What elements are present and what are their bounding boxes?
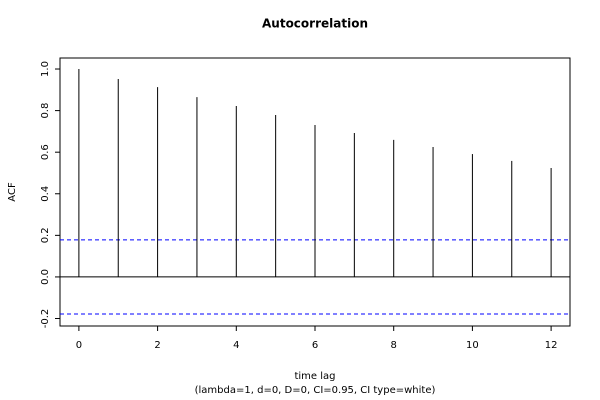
y-tick-label: -0.2 xyxy=(40,309,51,329)
y-tick-label: 1.0 xyxy=(40,61,51,77)
x-tick-label: 8 xyxy=(391,340,397,351)
chart-title: Autocorrelation xyxy=(262,17,368,31)
x-tick-label: 6 xyxy=(312,340,318,351)
x-tick-label: 10 xyxy=(466,340,479,351)
y-tick-label: 0.2 xyxy=(40,227,51,243)
y-tick-label: 0.6 xyxy=(40,144,51,160)
x-tick-label: 0 xyxy=(76,340,82,351)
y-axis-label: ACF xyxy=(7,182,18,202)
y-tick-label: 0.0 xyxy=(40,269,51,285)
x-tick-label: 4 xyxy=(233,340,239,351)
subtitle: (lambda=1, d=0, D=0, CI=0.95, CI type=wh… xyxy=(195,385,436,396)
x-tick-label: 2 xyxy=(154,340,160,351)
y-tick-label: 0.8 xyxy=(40,103,51,119)
x-tick-label: 12 xyxy=(545,340,558,351)
x-axis-label: time lag xyxy=(294,371,335,382)
y-tick-label: 0.4 xyxy=(40,186,51,202)
